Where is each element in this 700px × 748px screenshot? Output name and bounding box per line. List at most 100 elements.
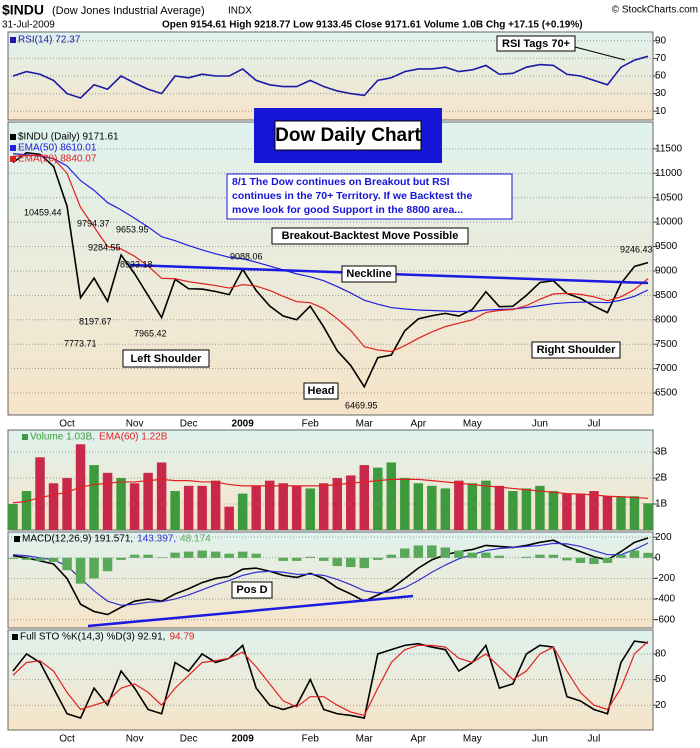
y-tick-label: 50 — [655, 71, 667, 82]
bar — [210, 551, 221, 558]
company-name: (Dow Jones Industrial Average) — [52, 5, 205, 17]
bar — [454, 550, 464, 558]
symbol: $INDU — [2, 2, 44, 18]
bar — [562, 557, 572, 561]
annotation: Breakout-Backtest Move Possible — [282, 230, 459, 242]
legend-swatch — [10, 134, 16, 140]
bar — [89, 557, 99, 579]
y-tick-label: 80 — [655, 649, 667, 660]
legend-label: MACD(12,26,9) 191.571, — [22, 534, 133, 545]
bar — [251, 485, 261, 530]
legend-label: 143.397, — [137, 534, 176, 545]
x-tick-label: Nov — [126, 734, 144, 745]
note-line: continues in the 70+ Territory. If we Ba… — [232, 190, 472, 202]
annotation-box — [231, 581, 273, 599]
bar — [291, 557, 302, 561]
y-tick-label: 11000 — [655, 168, 683, 179]
annotation: RSI Tags 70+ — [502, 38, 570, 50]
series-line — [12, 153, 649, 313]
bar — [62, 478, 72, 530]
series-line — [12, 542, 649, 606]
y-tick-label: -600 — [655, 614, 675, 625]
x-tick-label: 2009 — [232, 419, 255, 430]
bar — [21, 491, 32, 530]
legend-label: Full STO %K(14,3) %D(3) 92.91, — [20, 632, 165, 643]
bar — [305, 556, 315, 558]
y-tick-label: 1B — [655, 499, 668, 510]
bar — [143, 472, 153, 530]
legend-swatch — [10, 37, 16, 43]
date: 31-Jul-2009 — [2, 20, 55, 31]
panel-background — [7, 121, 654, 416]
annotation: Neckline — [346, 268, 391, 280]
bar — [129, 554, 140, 558]
bar — [8, 504, 18, 530]
bar — [21, 557, 32, 560]
y-tick-label: 8000 — [655, 314, 678, 325]
bar — [332, 557, 342, 567]
x-tick-label: Feb — [302, 419, 320, 430]
series-line — [12, 537, 649, 616]
y-tick-label: -400 — [655, 594, 675, 605]
legend-label: RSI(14) 72.37 — [18, 35, 81, 46]
bar — [400, 478, 410, 530]
bar — [494, 485, 505, 530]
price-label: 8197.67 — [79, 316, 112, 326]
bar — [454, 480, 464, 530]
price-label: 9246.43 — [620, 244, 653, 254]
bar — [129, 483, 140, 530]
annotations: RSI Tags 70+ Dow Daily Chart 8/1 The Dow… — [24, 35, 653, 628]
bar — [170, 552, 180, 558]
note-line: 8/1 The Dow continues on Breakout but RS… — [232, 176, 450, 188]
bar — [386, 554, 397, 558]
bar — [548, 491, 559, 530]
bar — [156, 462, 167, 530]
pointer — [574, 46, 626, 61]
y-tick-label: 7500 — [655, 339, 678, 350]
y-tick-label: 6500 — [655, 388, 678, 399]
series-line — [12, 640, 649, 717]
bar — [48, 483, 59, 530]
bar — [156, 557, 167, 558]
bar — [467, 483, 478, 530]
bar — [589, 491, 599, 530]
bar — [440, 488, 451, 530]
price-label: 8933.18 — [120, 259, 153, 269]
bar — [575, 493, 586, 530]
price-label: 9284.55 — [88, 242, 121, 252]
bar — [359, 557, 370, 569]
title-inner — [274, 120, 422, 151]
bar — [332, 478, 342, 530]
bar — [521, 488, 532, 530]
x-tick-label: May — [463, 419, 482, 430]
bar — [319, 483, 329, 530]
bar — [346, 475, 356, 530]
note-line: move look for good Support in the 8800 a… — [232, 204, 463, 216]
legend-swatch — [22, 434, 28, 440]
y-tick-label: 0 — [655, 552, 661, 563]
x-tick-label: May — [463, 734, 482, 745]
series-line — [12, 478, 649, 504]
bar — [8, 557, 18, 559]
legend-label: 94.79 — [169, 632, 194, 643]
bar — [278, 483, 288, 530]
y-tick-label: 90 — [655, 35, 667, 46]
bar — [616, 496, 626, 530]
bar — [427, 545, 437, 558]
bar — [224, 553, 234, 558]
legend-swatch — [14, 536, 20, 542]
y-tick-label: 3B — [655, 447, 668, 458]
bar — [602, 496, 613, 530]
y-tick-label: 10 — [655, 106, 667, 117]
bar — [48, 557, 59, 562]
bar — [291, 485, 302, 530]
x-tick-label: Jul — [588, 419, 601, 430]
y-tick-label: 11500 — [655, 143, 683, 154]
bar — [373, 467, 383, 530]
x-tick-label: Oct — [59, 419, 75, 430]
y-tick-label: 7000 — [655, 363, 678, 374]
annotation: Head — [308, 385, 335, 397]
bar — [548, 554, 559, 558]
divergence-line — [87, 594, 414, 628]
